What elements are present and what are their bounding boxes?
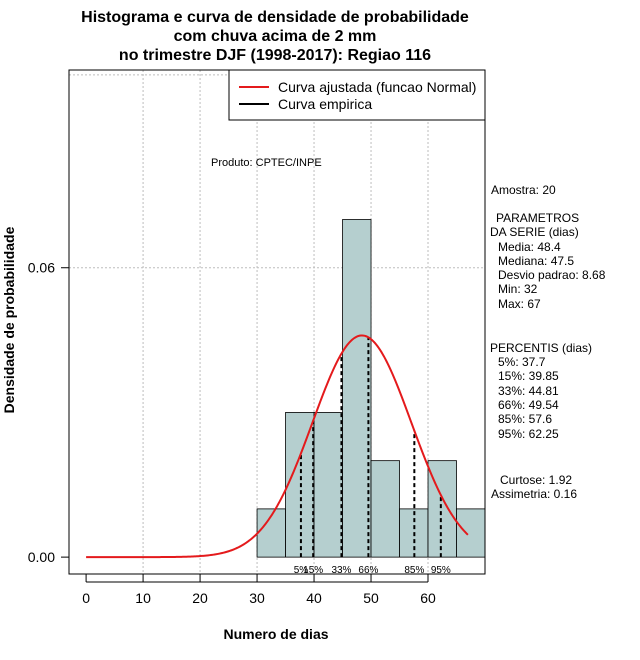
x-axis: 0 10 20 30 40 50 60 [82,574,436,606]
fitted-normal-curve [86,334,469,559]
x-tick-label: 60 [420,590,436,606]
stat-p66: 66%: 49.54 [498,398,559,412]
y-axis: 0.00 0.06 [28,260,69,565]
legend: Curva ajustada (funcao Normal) Curva emp… [228,69,486,121]
x-tick-label: 30 [249,590,265,606]
stat-mediana: Mediana: 47.5 [498,254,574,268]
stat-media: Media: 48.4 [498,240,561,254]
percentile-label: 85% [404,565,424,576]
stat-percentis-title: PERCENTIS (dias) [490,341,592,355]
x-axis-label: Numero de dias [223,626,328,642]
chart-title-line-1: Histograma e curva de densidade de proba… [81,9,469,26]
x-tick-label: 40 [306,590,322,606]
y-tick-label: 0.06 [28,260,55,276]
grid-lines [69,70,485,574]
percentile-lines: 5%15% 33% 66% 85% 95% [294,337,451,576]
stat-parametros-subtitle: DA SERIE (dias) [490,225,579,239]
stat-max: Max: 67 [498,297,541,311]
stat-parametros-title: PARAMETROS [496,211,579,225]
x-tick-label: 0 [82,590,90,606]
stat-p95: 95%: 62.25 [498,427,559,441]
legend-label-empirical: Curva empirica [278,96,372,112]
percentile-label: 66% [358,565,378,576]
x-tick-label: 20 [192,590,208,606]
y-tick-label: 0.00 [28,549,55,565]
stat-p15: 15%: 39.85 [498,369,559,383]
stat-amostra: Amostra: 20 [491,183,556,197]
product-label: Produto: CPTEC/INPE [211,157,322,169]
histogram-bar [342,219,372,558]
chart-title-line-3: no trimestre DJF (1998-2017): Regiao 116 [119,47,431,64]
percentile-label: 95% [431,565,451,576]
statistics-panel: Amostra: 20 PARAMETROS DA SERIE (dias) M… [490,183,606,501]
stat-desvio: Desvio padrao: 8.68 [498,268,606,282]
histogram-bar [456,508,486,558]
legend-box [228,69,486,121]
histogram-bar [370,460,400,558]
stat-assimetria: Assimetria: 0.16 [491,487,577,501]
percentile-label: 5% [294,565,309,576]
stat-curtose: Curtose: 1.92 [500,473,572,487]
stat-min: Min: 32 [498,282,538,296]
plot-frame [68,69,486,575]
histogram-bar [285,412,315,558]
stat-p33: 33%: 44.81 [498,384,559,398]
percentile-label: 33% [331,565,351,576]
histogram-bar [313,412,343,558]
stat-p85: 85%: 57.6 [498,412,552,426]
stat-p5: 5%: 37.7 [498,355,546,369]
x-tick-label: 50 [363,590,379,606]
histogram-bars [256,219,486,558]
x-tick-label: 10 [135,590,151,606]
legend-label-fitted: Curva ajustada (funcao Normal) [278,79,476,95]
y-axis-label: Densidade de probabilidade [1,226,17,413]
chart-title-line-2: com chuva acima de 2 mm [174,28,377,45]
percentile-label: 15% [303,565,323,576]
